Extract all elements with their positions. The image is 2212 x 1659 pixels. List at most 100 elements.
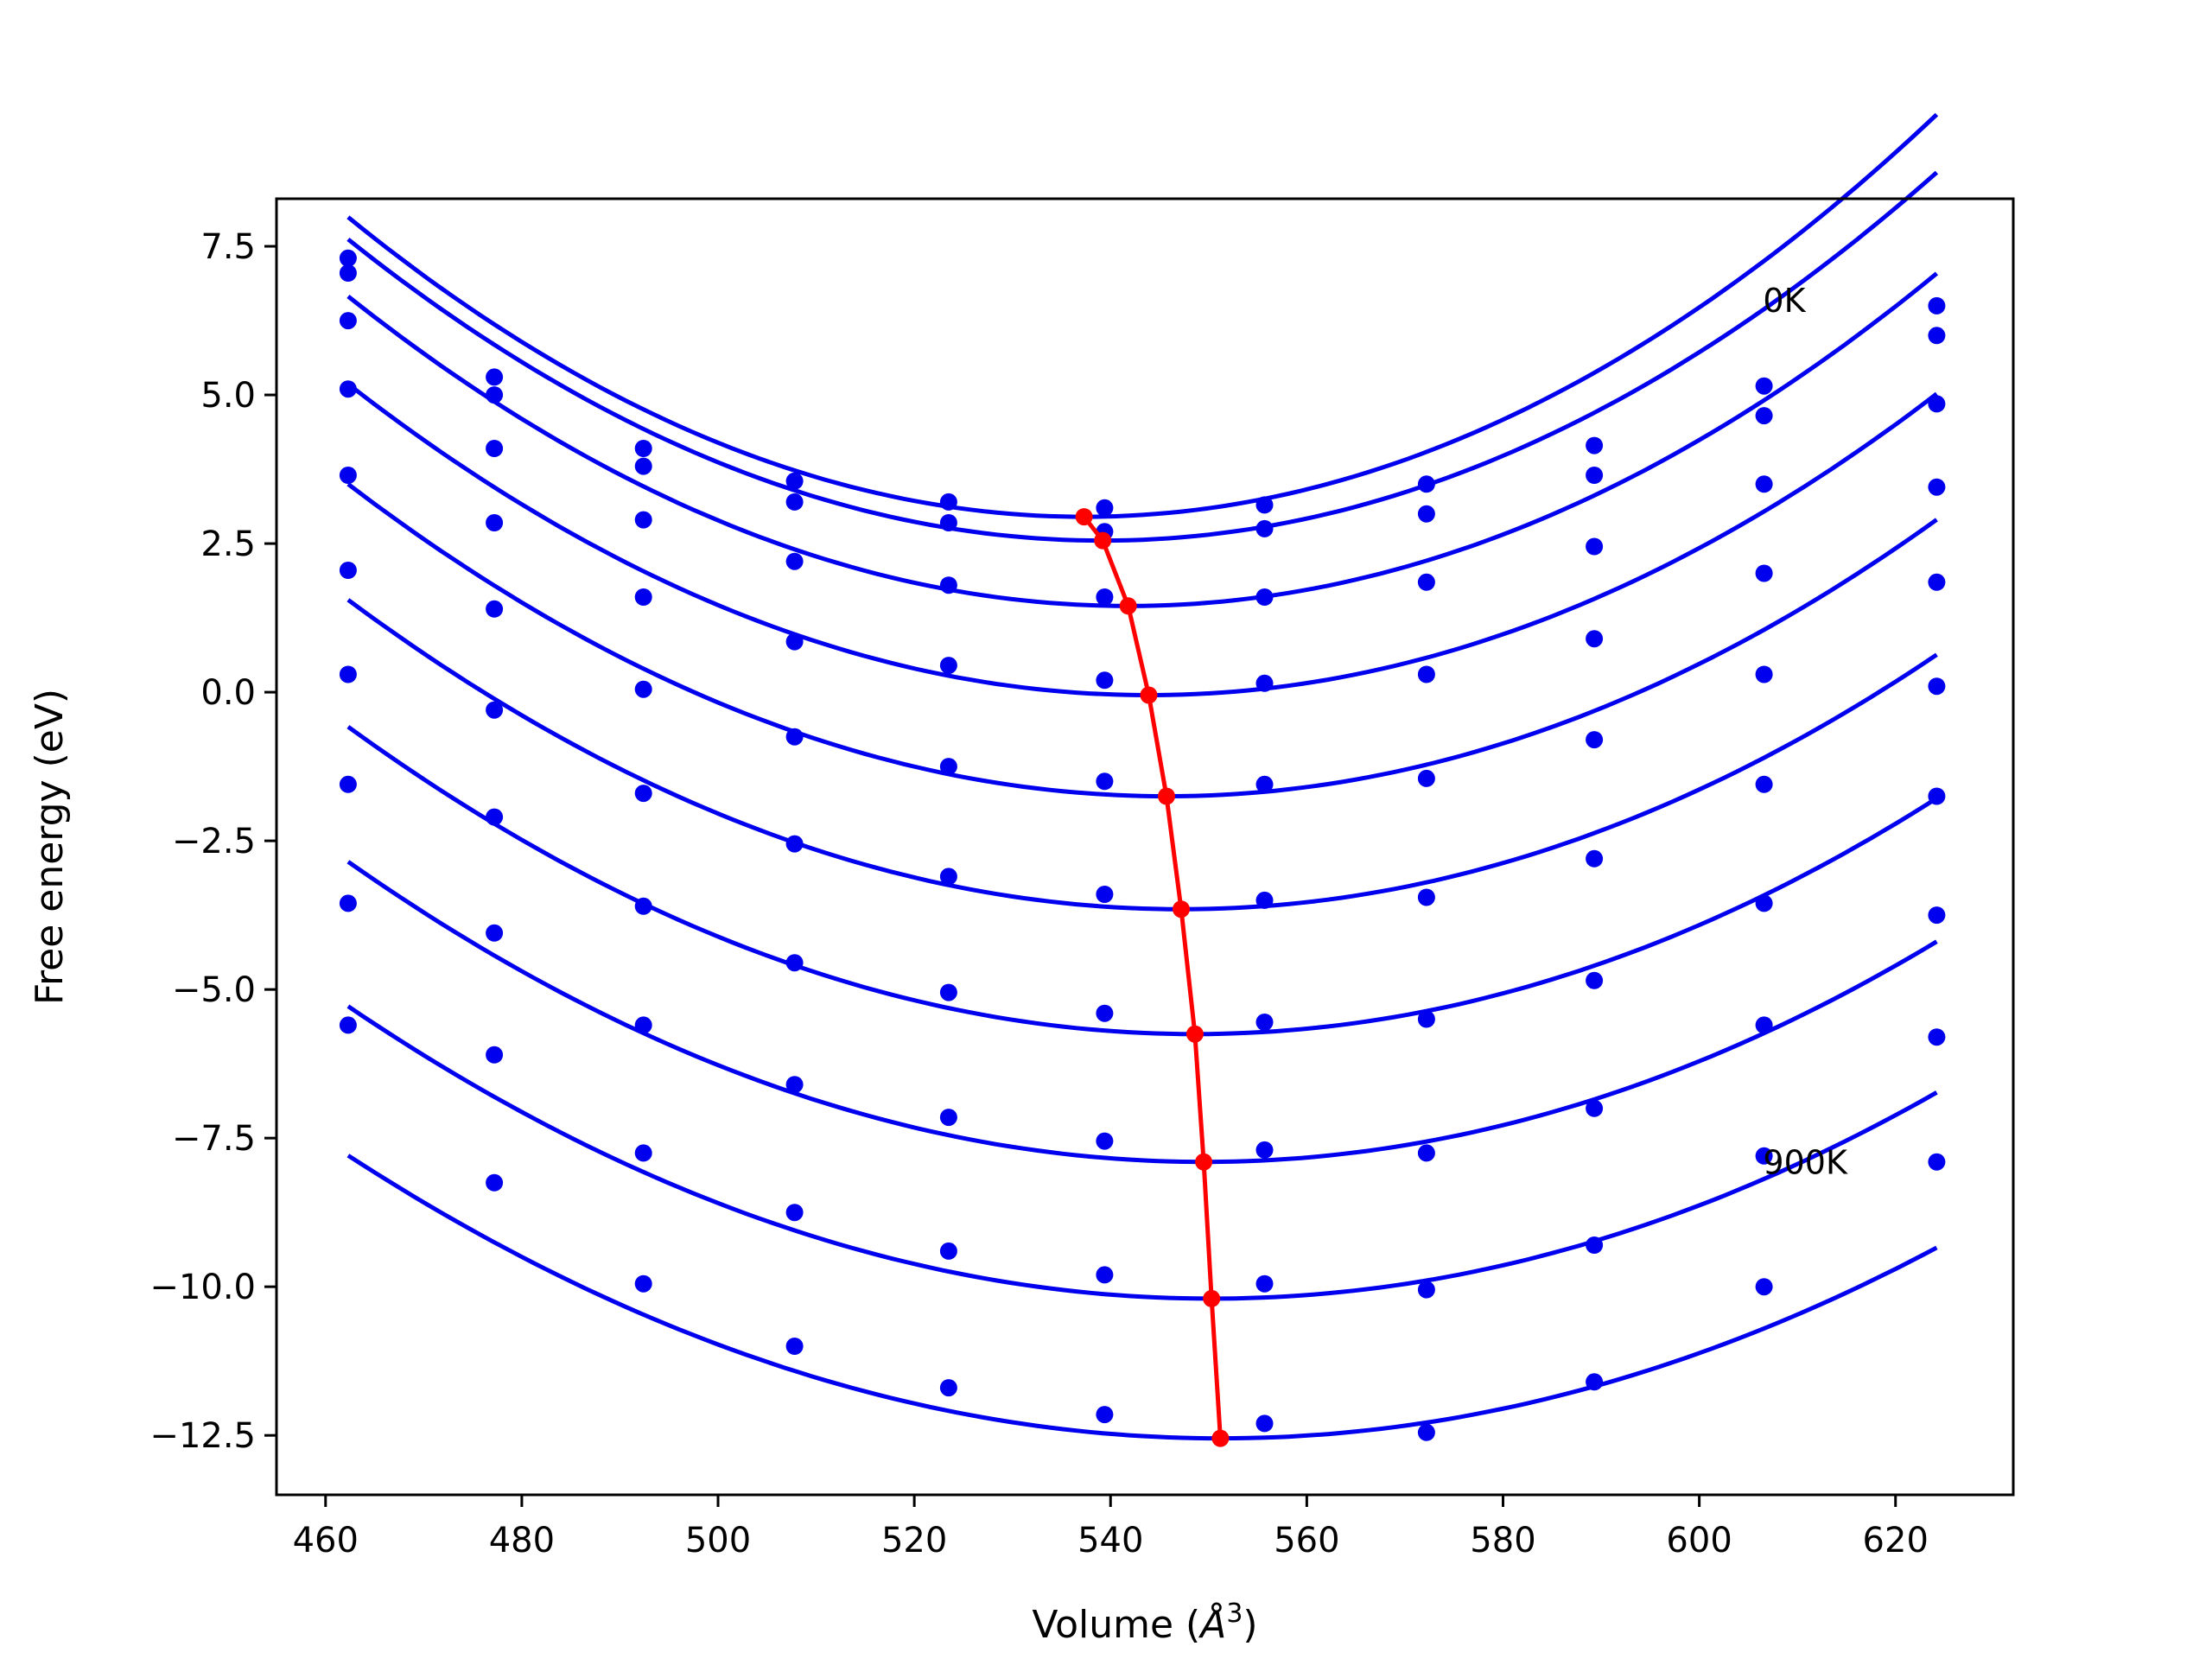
data-point — [939, 1109, 957, 1127]
data-point — [1928, 573, 1946, 591]
data-point — [1586, 436, 1604, 454]
data-point — [634, 588, 652, 606]
data-point — [1586, 1099, 1604, 1117]
data-point — [1096, 499, 1114, 517]
data-point — [1255, 496, 1274, 514]
data-point — [339, 665, 357, 683]
data-point — [785, 493, 804, 511]
minimum-point — [1119, 597, 1137, 615]
data-point — [1255, 519, 1274, 537]
y-tick-label: −10.0 — [149, 1268, 256, 1307]
y-tick-label: −2.5 — [172, 822, 256, 861]
data-point — [1255, 775, 1274, 793]
data-point — [1096, 671, 1114, 690]
axes-frame — [275, 197, 2015, 1497]
x-tick-label: 580 — [1470, 1521, 1535, 1560]
data-point — [339, 467, 357, 484]
annotations: 0K 900K — [1763, 282, 1848, 1182]
data-point — [1755, 475, 1773, 493]
data-point — [1755, 665, 1773, 683]
data-point — [486, 440, 504, 457]
minimum-point — [1195, 1153, 1213, 1171]
y-tick-label: −5.0 — [172, 970, 256, 1010]
data-point — [1928, 906, 1946, 925]
data-point — [1096, 1406, 1114, 1424]
x-tick-label: 460 — [293, 1521, 359, 1560]
fit-curve — [346, 1004, 1938, 1301]
data-point — [1586, 630, 1604, 648]
data-point — [785, 1204, 804, 1222]
data-point — [1928, 1028, 1946, 1046]
data-point — [634, 897, 652, 915]
data-point — [1928, 296, 1946, 315]
data-point — [486, 701, 504, 719]
fit-curve — [346, 1154, 1938, 1441]
data-point — [339, 894, 357, 912]
data-point — [339, 249, 357, 267]
data-point — [486, 600, 504, 618]
series-8 — [339, 775, 1946, 1165]
data-point — [785, 954, 804, 972]
data-point — [634, 1274, 652, 1293]
data-point — [785, 632, 804, 651]
minimum-point — [1140, 686, 1158, 704]
minimum-point — [1094, 531, 1112, 550]
data-point — [1096, 1132, 1114, 1150]
data-point — [339, 1016, 357, 1034]
series-10 — [339, 1016, 1946, 1441]
series-6 — [339, 562, 1946, 912]
data-point — [486, 1173, 504, 1192]
y-tick-label: −7.5 — [172, 1119, 256, 1159]
x-tick-label: 500 — [685, 1521, 751, 1560]
x-axis-label-exponent: 3 — [1226, 1599, 1243, 1629]
data-point — [1255, 1141, 1274, 1159]
data-point — [1755, 377, 1773, 395]
fit-curve — [346, 860, 1938, 1165]
data-point — [634, 1144, 652, 1162]
data-point — [1255, 891, 1274, 909]
data-point — [634, 511, 652, 529]
data-point — [634, 1016, 652, 1034]
data-point — [1417, 573, 1435, 591]
fit-curve — [346, 170, 1939, 543]
x-axis-label-text: Volume ( — [1032, 1603, 1200, 1647]
data-point — [1586, 731, 1604, 749]
data-point — [486, 1046, 504, 1064]
data-point — [785, 728, 804, 746]
minima-line — [1082, 515, 1223, 1439]
x-axis-label-unit: Å — [1198, 1601, 1226, 1647]
data-point — [1255, 1014, 1274, 1031]
series-3 — [339, 271, 1946, 608]
data-point — [1586, 1373, 1604, 1391]
fit-curve — [346, 271, 1938, 608]
data-point — [785, 552, 804, 570]
data-point — [634, 440, 652, 457]
data-point — [1417, 888, 1435, 906]
plot-area — [339, 112, 1946, 1447]
data-point — [1755, 564, 1773, 582]
data-point — [939, 983, 957, 1001]
data-point — [1928, 787, 1946, 805]
data-point — [1255, 588, 1274, 606]
minima-series — [1075, 508, 1230, 1447]
y-tick-label: −12.5 — [149, 1416, 256, 1456]
data-point — [1255, 1274, 1274, 1293]
data-point — [1586, 537, 1604, 556]
minimum-point — [1185, 1025, 1204, 1043]
data-point — [939, 576, 957, 594]
fit-curve — [346, 725, 1938, 1037]
data-point — [1096, 1004, 1114, 1022]
data-point — [939, 514, 957, 531]
y-tick-label: 5.0 — [200, 376, 256, 416]
series-2 — [339, 170, 1946, 543]
data-point — [1417, 1144, 1435, 1162]
data-point — [1255, 1414, 1274, 1433]
data-point — [634, 680, 652, 698]
data-point — [939, 868, 957, 886]
y-tick-label: 0.0 — [200, 673, 256, 713]
data-point — [1928, 478, 1946, 496]
data-point — [785, 835, 804, 853]
minimum-point — [1158, 787, 1175, 805]
data-point — [1928, 1153, 1946, 1171]
